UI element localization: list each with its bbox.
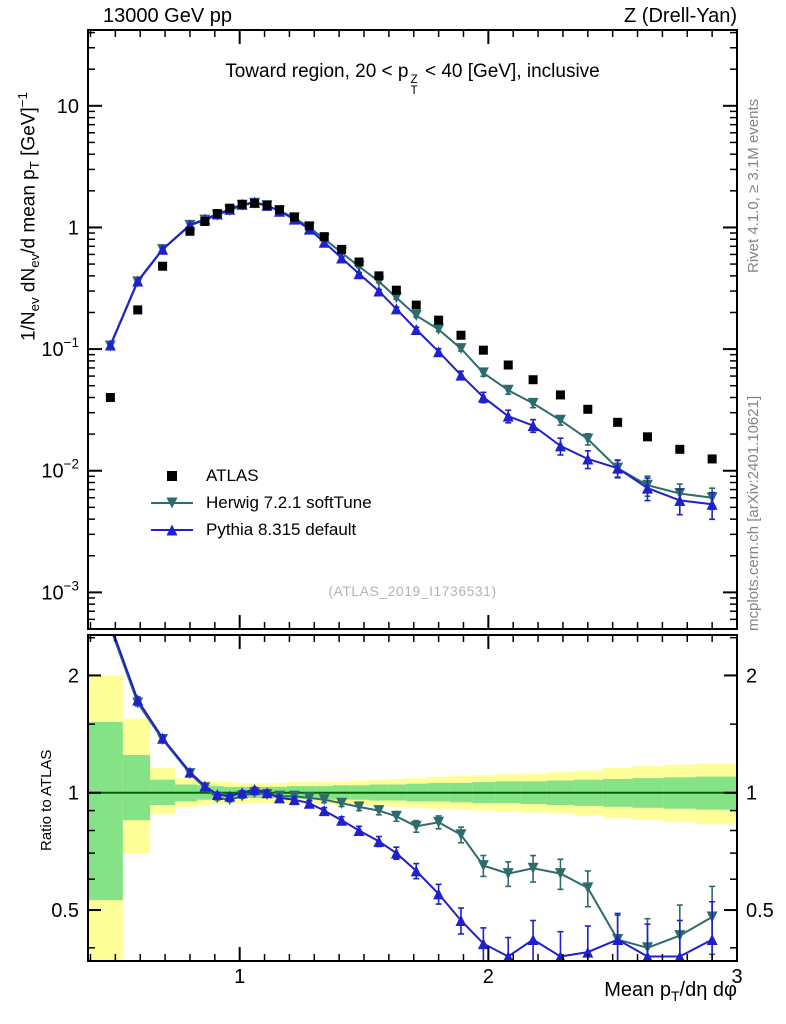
svg-text:2: 2	[746, 665, 757, 687]
process-label: Z (Drell-Yan)	[624, 5, 737, 27]
mcplots-citation-label: mcplots.cern.ch [arXiv:2401.10621]	[745, 395, 762, 631]
rivet-version-label: Rivet 4.1.0, ≥ 3.1M events	[745, 98, 762, 273]
legend-item-pythia: Pythia 8.315 default	[150, 516, 372, 543]
svg-text:1: 1	[68, 783, 79, 805]
svg-text:0.5: 0.5	[746, 900, 774, 922]
herwig-marker-icon	[151, 497, 193, 508]
atlas-series-main	[105, 198, 717, 464]
legend-label-herwig: Herwig 7.2.1 softTune	[206, 492, 372, 512]
svg-text:1: 1	[234, 966, 245, 988]
svg-text:10−2: 10−2	[41, 457, 79, 483]
legend: ATLAS Herwig 7.2.1 softTune Pythia 8.315…	[150, 462, 372, 543]
svg-text:10−3: 10−3	[41, 578, 79, 604]
tick-labels: 10 1 10−1 10−2 10−3 2 2 1 1 0.5 0.5 1 2 3	[41, 96, 773, 988]
legend-label-pythia: Pythia 8.315 default	[206, 519, 357, 539]
svg-text:1: 1	[68, 217, 79, 239]
ratio-frame	[87, 634, 738, 962]
ratio-y-axis-label: Ratio to ATLAS	[38, 749, 55, 851]
legend-item-atlas: ATLAS	[150, 462, 372, 489]
x-axis-label: Mean pT/dη dφ	[604, 979, 737, 1004]
pt-subscript: T	[410, 84, 418, 98]
svg-text:10: 10	[57, 96, 79, 118]
svg-text:1: 1	[746, 783, 757, 805]
legend-item-herwig: Herwig 7.2.1 softTune	[150, 489, 372, 516]
analysis-id-watermark: (ATLAS_2019_I1736531)	[328, 583, 497, 599]
y-axis-label: 1/Nev dNev/d mean pT [GeV]−1	[15, 92, 42, 341]
axis-ticks	[88, 30, 738, 961]
svg-text:0.5: 0.5	[51, 900, 79, 922]
main-frame	[87, 29, 738, 630]
svg-text:2: 2	[483, 966, 494, 988]
svg-text:2: 2	[68, 665, 79, 687]
atlas-marker-icon	[167, 470, 177, 481]
legend-label-atlas: ATLAS	[206, 465, 259, 485]
plot-title-post: < 40 [GeV], inclusive	[419, 61, 600, 82]
pythia-marker-icon	[151, 524, 193, 535]
svg-text:10−1: 10−1	[41, 335, 79, 361]
collision-energy-label: 13000 GeV pp	[103, 5, 232, 27]
uncertainty-bands	[88, 675, 737, 961]
pt-superscript: Z	[410, 72, 418, 86]
svg-text:3: 3	[731, 966, 742, 988]
plot-title-pre: Toward region, 20 < p	[225, 61, 409, 82]
